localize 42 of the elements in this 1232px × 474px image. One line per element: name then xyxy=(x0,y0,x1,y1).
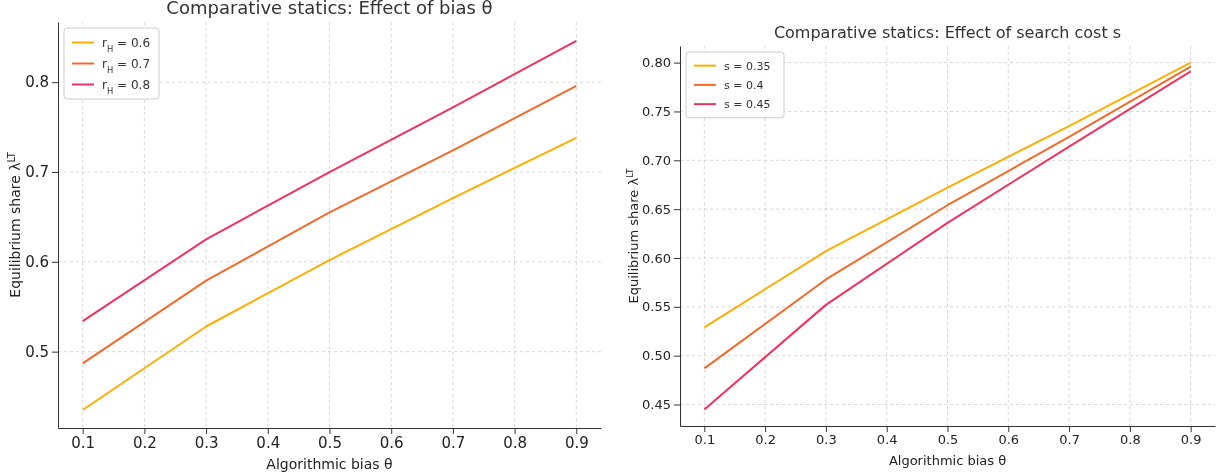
x-tick-label: 0.1 xyxy=(71,433,96,452)
x-tick-label: 0.1 xyxy=(694,432,716,448)
legend-label: r$_{H}$ = 0.7 xyxy=(102,57,151,76)
legend-label: s = 0.45 xyxy=(724,98,771,112)
line-series xyxy=(81,136,578,412)
y-tick-label: 0.65 xyxy=(642,201,671,217)
x-axis-title: Algorithmic bias θ xyxy=(888,453,1007,468)
x-tick-label: 0.9 xyxy=(564,433,589,452)
x-tick-label: 0.5 xyxy=(318,433,342,452)
x-tick-label: 0.2 xyxy=(132,433,157,452)
x-tick-label: 0.5 xyxy=(937,432,959,448)
y-tick-label: 0.70 xyxy=(642,152,671,168)
x-tick-label: 0.6 xyxy=(998,432,1020,448)
y-tick-label: 0.55 xyxy=(642,299,671,315)
y-tick-label: 0.80 xyxy=(642,55,671,71)
chart-title: Comparative statics: Effect of bias θ xyxy=(166,0,493,18)
y-tick-label: 0.5 xyxy=(25,342,49,361)
legend-label: s = 0.35 xyxy=(724,59,771,73)
x-axis-title: Algorithmic bias θ xyxy=(266,456,393,472)
x-tick-label: 0.7 xyxy=(441,433,466,452)
legend-label: r$_{H}$ = 0.6 xyxy=(102,36,151,55)
x-tick-label: 0.3 xyxy=(194,433,219,452)
chart-title: Comparative statics: Effect of search cost s xyxy=(773,23,1122,42)
x-tick-label: 0.7 xyxy=(1059,432,1080,448)
y-tick-label: 0.60 xyxy=(642,250,671,266)
y-tick-label: 0.6 xyxy=(25,253,49,272)
y-tick-label: 0.50 xyxy=(642,348,671,364)
x-tick-label: 0.6 xyxy=(379,433,404,452)
x-tick-label: 0.4 xyxy=(876,432,898,448)
line-series xyxy=(81,39,578,323)
y-tick-label: 0.45 xyxy=(642,397,671,413)
x-tick-label: 0.3 xyxy=(816,432,837,448)
x-tick-label: 0.8 xyxy=(503,433,528,452)
x-tick-label: 0.2 xyxy=(755,432,776,448)
legend-label: s = 0.4 xyxy=(724,79,764,93)
x-tick-label: 0.8 xyxy=(1120,432,1141,448)
y-tick-label: 0.75 xyxy=(642,104,671,120)
legend-label: r$_{H}$ = 0.8 xyxy=(102,78,151,97)
y-tick-label: 0.8 xyxy=(25,73,49,92)
x-tick-label: 0.4 xyxy=(256,433,281,452)
x-tick-label: 0.9 xyxy=(1180,432,1202,448)
y-tick-label: 0.7 xyxy=(25,163,49,182)
